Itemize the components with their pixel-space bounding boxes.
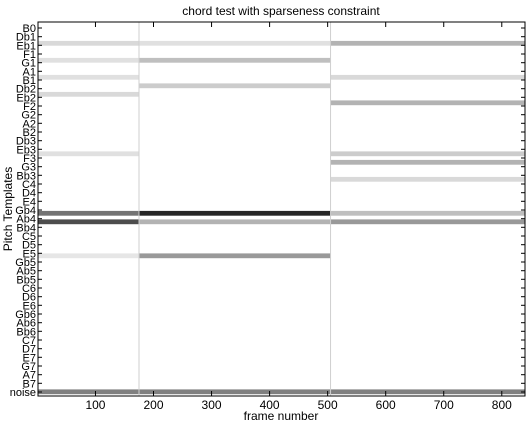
heatmap-cell — [38, 151, 139, 157]
heatmap-cell — [38, 40, 139, 46]
y-tick-label: D6 — [22, 292, 36, 304]
y-tick-label: Eb2 — [16, 92, 36, 104]
y-tick-label: E4 — [23, 196, 36, 208]
x-tick-label: 700 — [434, 398, 454, 412]
x-tick-label: 600 — [376, 398, 396, 412]
y-tick-label: B1 — [23, 75, 36, 87]
y-tick-label: E7 — [23, 352, 36, 364]
y-tick-label: E6 — [23, 300, 36, 312]
y-tick-label: B7 — [23, 378, 36, 390]
y-tick-label: Db2 — [16, 84, 36, 96]
heatmap-cell — [330, 176, 525, 182]
chart-title: chord test with sparseness constraint — [182, 4, 380, 18]
y-tick-label: D4 — [22, 188, 36, 200]
plot-frame — [37, 21, 526, 397]
y-tick-label: F3 — [23, 153, 36, 165]
heatmap-cell — [330, 40, 525, 46]
heatmap-cell — [330, 159, 525, 165]
y-tick-label: Gb6 — [15, 309, 36, 321]
heatmap-cell — [38, 219, 139, 225]
heatmap-cell — [38, 389, 139, 395]
heatmap-cell — [330, 74, 525, 80]
y-axis: B0Db1Eb1F1G1A1B1Db2Eb2F2G2A2B2Db3Eb3F3G3… — [10, 23, 525, 399]
y-tick-label: Eb1 — [16, 40, 36, 52]
y-tick-label: G3 — [21, 162, 36, 174]
x-tick-label: 200 — [143, 398, 163, 412]
y-tick-label: B0 — [23, 23, 36, 35]
x-tick-label: 300 — [202, 398, 222, 412]
y-tick-label: noise — [10, 387, 36, 399]
heatmap-cell — [330, 210, 525, 216]
y-tick-label: E5 — [23, 248, 36, 260]
y-tick-label: F2 — [23, 101, 36, 113]
heatmap-cell — [139, 253, 331, 259]
y-tick-label: Ab6 — [16, 318, 36, 330]
heatmap-cell — [139, 83, 331, 89]
y-tick-label: Db3 — [16, 136, 36, 148]
y-tick-label: A7 — [23, 370, 36, 382]
y-tick-label: D7 — [22, 344, 36, 356]
y-tick-label: A2 — [23, 118, 36, 130]
y-tick-label: D5 — [22, 240, 36, 252]
y-tick-label: Bb5 — [16, 274, 36, 286]
y-tick-label: Ab5 — [16, 266, 36, 278]
y-tick-label: A1 — [23, 66, 36, 78]
x-tick-label: 100 — [85, 398, 105, 412]
heatmap-cell — [38, 74, 139, 80]
x-tick-label: 800 — [492, 398, 512, 412]
x-axis-label: frame number — [244, 409, 319, 423]
heatmap-cell — [139, 210, 331, 216]
heatmap-cell — [139, 389, 331, 395]
heatmap-cell — [139, 57, 331, 63]
x-tick-label: 500 — [318, 398, 338, 412]
heatmap-cell — [330, 219, 525, 225]
heatmap-cell — [330, 100, 525, 106]
y-tick-label: G2 — [21, 110, 36, 122]
heatmap-cell — [330, 151, 525, 157]
y-tick-label: C6 — [22, 283, 36, 295]
y-tick-label: Bb6 — [16, 326, 36, 338]
heatmap-cell — [38, 210, 139, 216]
heatmap-cell — [38, 57, 139, 63]
y-tick-label: Eb3 — [16, 144, 36, 156]
heatmap-cell — [139, 40, 331, 46]
heatmap-cell — [330, 389, 525, 395]
y-axis-label: Pitch Templates — [1, 167, 15, 252]
heatmap-cell — [38, 253, 139, 259]
y-tick-label: C7 — [22, 335, 36, 347]
x-axis: 100 200 300 400 500 600 700 800 — [85, 22, 512, 412]
heatmap-cell — [38, 91, 139, 97]
y-tick-label: Gb4 — [15, 205, 36, 217]
y-tick-label: Ab4 — [16, 214, 36, 226]
heatmap-cell — [139, 219, 331, 225]
x-tick-label: 400 — [260, 398, 280, 412]
y-tick-label: C5 — [22, 231, 36, 243]
heatmap — [38, 22, 525, 396]
y-tick-label: Gb5 — [15, 257, 36, 269]
y-tick-label: G1 — [21, 58, 36, 70]
y-tick-label: Bb3 — [16, 170, 36, 182]
y-tick-label: B2 — [23, 127, 36, 139]
y-tick-label: Db1 — [16, 32, 36, 44]
y-tick-label: F1 — [23, 49, 36, 61]
y-tick-label: G7 — [21, 361, 36, 373]
y-tick-label: C4 — [22, 179, 36, 191]
y-tick-label: Bb4 — [16, 222, 36, 234]
